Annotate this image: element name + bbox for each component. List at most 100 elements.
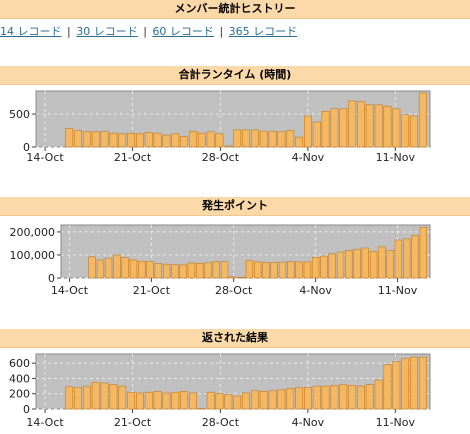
data-bar (162, 134, 171, 148)
data-bar (409, 115, 418, 148)
data-bar (204, 262, 212, 279)
data-bar (402, 238, 411, 279)
data-bar (171, 133, 180, 148)
chart-points-title: 発生ポイント (0, 197, 470, 216)
data-bar (144, 132, 153, 148)
data-bar (369, 251, 378, 279)
y-tick-label: 500 (9, 108, 30, 121)
data-bar (270, 262, 278, 279)
data-bar (100, 382, 109, 410)
data-bar (330, 108, 339, 148)
data-bar (312, 121, 321, 148)
data-bar (242, 129, 250, 148)
data-bar (245, 260, 254, 279)
page-title: メンバー統計ヒストリー (0, 0, 470, 19)
data-bar (82, 385, 91, 410)
data-bar (74, 130, 83, 148)
data-bar (242, 392, 250, 410)
data-bar (374, 379, 383, 410)
data-bar (233, 129, 242, 148)
data-bar (82, 131, 91, 148)
data-bar (259, 391, 268, 410)
data-bar (74, 387, 83, 410)
link-60-records[interactable]: 60 レコード (152, 25, 214, 38)
data-bar (171, 264, 179, 279)
data-bar (100, 131, 109, 148)
data-bar (224, 394, 233, 410)
data-bar (394, 239, 403, 279)
record-range-links: 14 レコード | 30 レコード | 60 レコード | 365 レコード (0, 23, 297, 39)
data-bar (162, 263, 171, 279)
link-30-records[interactable]: 30 レコード (76, 25, 138, 38)
data-bar (121, 257, 129, 279)
chart-results: 0 200 400 600 14-Oct 21-Oct 28-Oct 4-Nov 11-Nov (0, 348, 470, 434)
data-bar (262, 261, 270, 279)
data-bar (336, 251, 345, 279)
data-bar (348, 100, 357, 148)
data-bar (383, 105, 392, 148)
data-bar (88, 256, 96, 279)
data-bar (277, 389, 286, 410)
data-bar (268, 130, 277, 148)
data-bar (189, 130, 197, 148)
link-365-records[interactable]: 365 レコード (228, 25, 298, 38)
data-bar (321, 111, 330, 148)
data-bar (250, 390, 259, 410)
x-tick-label: 14-Oct (26, 151, 64, 164)
data-bar (383, 364, 392, 410)
data-bar (109, 132, 118, 148)
data-bar (401, 358, 410, 410)
data-bar (286, 388, 295, 410)
link-separator: | (67, 25, 71, 38)
data-bar (171, 391, 180, 410)
data-bar (356, 385, 365, 410)
results-bar-chart: 0 200 400 600 14-Oct 21-Oct 28-Oct 4-Nov 11-Nov (9, 353, 431, 429)
x-tick-label: 11-Nov (376, 416, 416, 429)
data-bar (361, 247, 369, 279)
chart-runtime-title: 合計ランタイム (時間) (0, 66, 470, 85)
chart-runtime: 0 500 14-Oct 21-Oct 28-Oct 4-Nov 11-Nov (0, 85, 470, 165)
data-bar (65, 128, 74, 148)
data-bar (196, 262, 204, 279)
data-bar (215, 393, 224, 410)
data-bar (144, 391, 153, 410)
data-bar (286, 130, 295, 148)
data-bar (187, 262, 196, 279)
data-bar (303, 387, 312, 410)
y-tick-label: 200,000 (10, 226, 56, 239)
data-bar (197, 408, 206, 410)
x-tick-label: 28-Oct (202, 151, 240, 164)
data-bar (250, 129, 259, 148)
data-bar (386, 249, 394, 279)
data-bar (356, 101, 365, 148)
link-separator: | (219, 25, 224, 38)
data-bar (254, 261, 262, 279)
data-bar (303, 261, 312, 279)
data-bar (220, 261, 229, 279)
data-bar (339, 384, 348, 410)
data-bar (418, 92, 427, 148)
link-14-records[interactable]: 14 レコード (0, 25, 62, 38)
data-bar (268, 390, 277, 410)
data-bar (401, 114, 410, 148)
x-tick-label: 21-Oct (114, 151, 152, 164)
data-bar (118, 385, 127, 410)
data-bar (418, 356, 427, 410)
data-bar (91, 131, 100, 148)
data-bar (328, 253, 336, 279)
data-bar (127, 132, 136, 148)
data-bar (136, 392, 144, 410)
data-bar (65, 386, 74, 410)
data-bar (411, 235, 419, 279)
data-bar (321, 385, 330, 410)
data-bar (91, 381, 100, 410)
data-bar (295, 136, 303, 148)
data-bar (229, 276, 237, 279)
data-bar (392, 361, 401, 410)
x-tick-label: 21-Oct (133, 284, 171, 297)
data-bar (345, 249, 353, 279)
data-bar (348, 384, 357, 410)
data-bar (339, 108, 348, 148)
data-bar (179, 264, 187, 279)
data-bar (212, 261, 220, 279)
